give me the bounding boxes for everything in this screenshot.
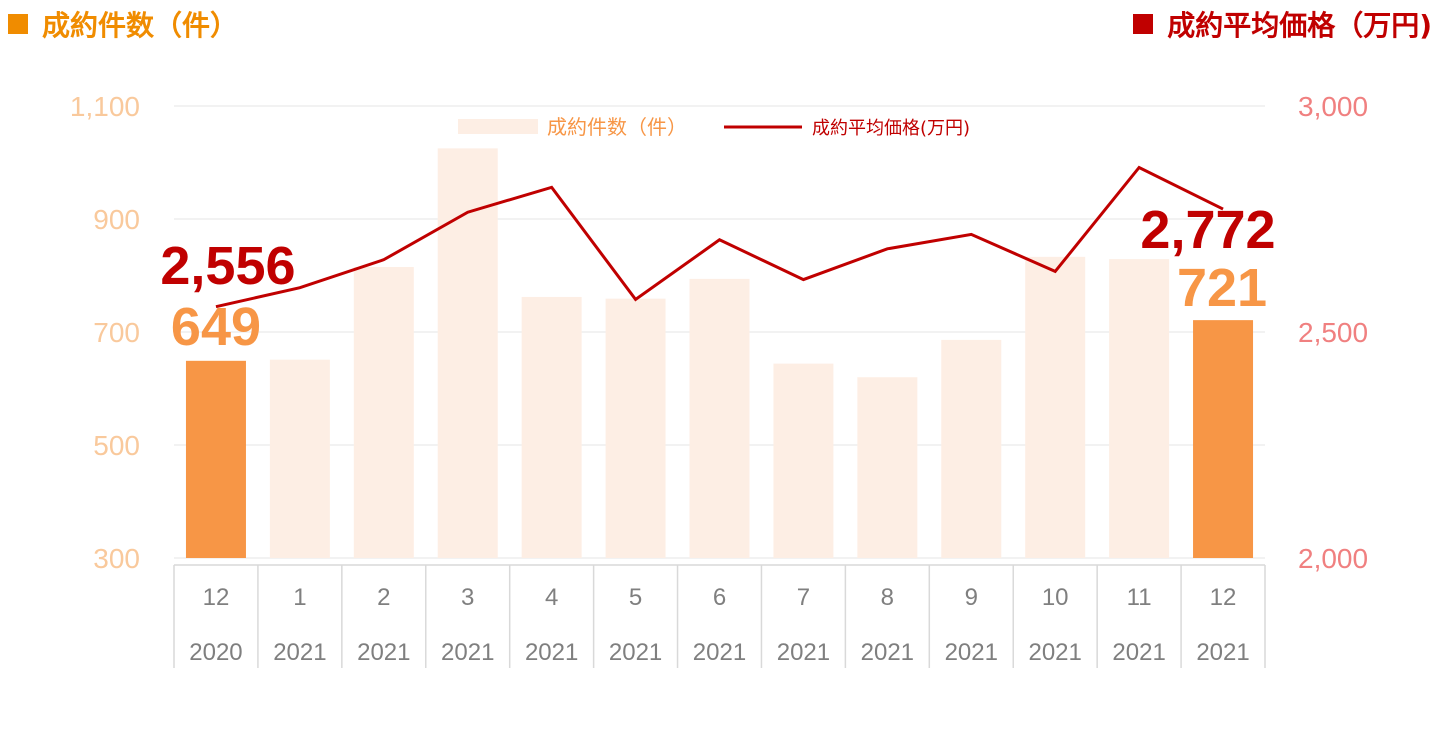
x-axis-month-label: 4 (545, 584, 558, 611)
right-axis-tick-label: 3,000 (1298, 91, 1368, 122)
x-axis-year-label: 2021 (609, 639, 662, 666)
count-bar (437, 148, 498, 558)
count-bar (857, 377, 918, 558)
left-axis-header-label: 成約件数（件） (42, 9, 239, 42)
x-axis-month-label: 12 (1210, 584, 1237, 611)
x-axis-month-label: 5 (629, 584, 642, 611)
x-axis-year-label: 2021 (861, 639, 914, 666)
legend-bar-swatch (458, 119, 538, 134)
x-axis-year-label: 2021 (777, 639, 830, 666)
count-bar (1025, 256, 1086, 558)
right-axis-tick-label: 2,500 (1298, 317, 1368, 348)
x-axis-year-label: 2021 (273, 639, 326, 666)
right-axis-tick-label: 2,000 (1298, 543, 1368, 574)
x-axis-year-label: 2021 (525, 639, 578, 666)
count-bar (353, 267, 414, 558)
right-axis-header: 成約平均価格（万円) (1133, 4, 1432, 44)
left-axis-tick-label: 300 (93, 543, 140, 574)
x-axis-month-label: 7 (797, 584, 810, 611)
legend-line-label: 成約平均価格(万円) (812, 118, 970, 139)
first-price-annotation: 2,556 (160, 236, 295, 296)
price-series-line (215, 165, 1224, 309)
count-bar (1193, 320, 1254, 558)
count-bar (941, 339, 1002, 558)
last-price-annotation: 2,772 (1140, 200, 1275, 260)
x-axis-year-label: 2021 (1112, 639, 1165, 666)
count-bar (269, 359, 330, 558)
x-axis-year-label: 2021 (693, 639, 746, 666)
right-axis-header-label: 成約平均価格（万円) (1167, 9, 1432, 42)
x-axis-month-label: 8 (881, 584, 894, 611)
left-axis-tick-label: 1,100 (70, 91, 140, 122)
count-bar (773, 363, 834, 558)
left-axis-tick-label: 700 (93, 317, 140, 348)
first-count-annotation: 649 (171, 297, 261, 357)
left-axis-tick-label: 900 (93, 204, 140, 235)
legend-bar-label: 成約件数（件） (547, 115, 687, 139)
x-axis-year-label: 2020 (189, 639, 242, 666)
x-axis-month-label: 3 (461, 584, 474, 611)
x-axis-year-label: 2021 (357, 639, 410, 666)
x-axis-month-label: 1 (293, 584, 306, 611)
x-axis-year-label: 2021 (1028, 639, 1081, 666)
count-bar (689, 278, 750, 558)
x-axis-month-label: 11 (1127, 584, 1152, 611)
x-axis-month-label: 12 (203, 584, 230, 611)
x-axis-year-label: 2021 (945, 639, 998, 666)
count-bar (605, 298, 666, 558)
x-axis-month-label: 10 (1042, 584, 1069, 611)
x-axis-year-label: 2021 (1196, 639, 1249, 666)
left-axis-tick-label: 500 (93, 430, 140, 461)
count-bar (1109, 259, 1170, 558)
x-axis-month-label: 6 (713, 584, 726, 611)
x-axis-month-label: 2 (377, 584, 390, 611)
count-bar (521, 296, 582, 558)
left-axis-header: 成約件数（件） (8, 4, 238, 44)
x-axis-month-label: 9 (965, 584, 978, 611)
last-count-annotation: 721 (1177, 258, 1267, 318)
x-axis-year-label: 2021 (441, 639, 494, 666)
price-legend-square-icon (1133, 14, 1154, 34)
count-bar (185, 360, 246, 558)
count-legend-square-icon (8, 14, 28, 34)
